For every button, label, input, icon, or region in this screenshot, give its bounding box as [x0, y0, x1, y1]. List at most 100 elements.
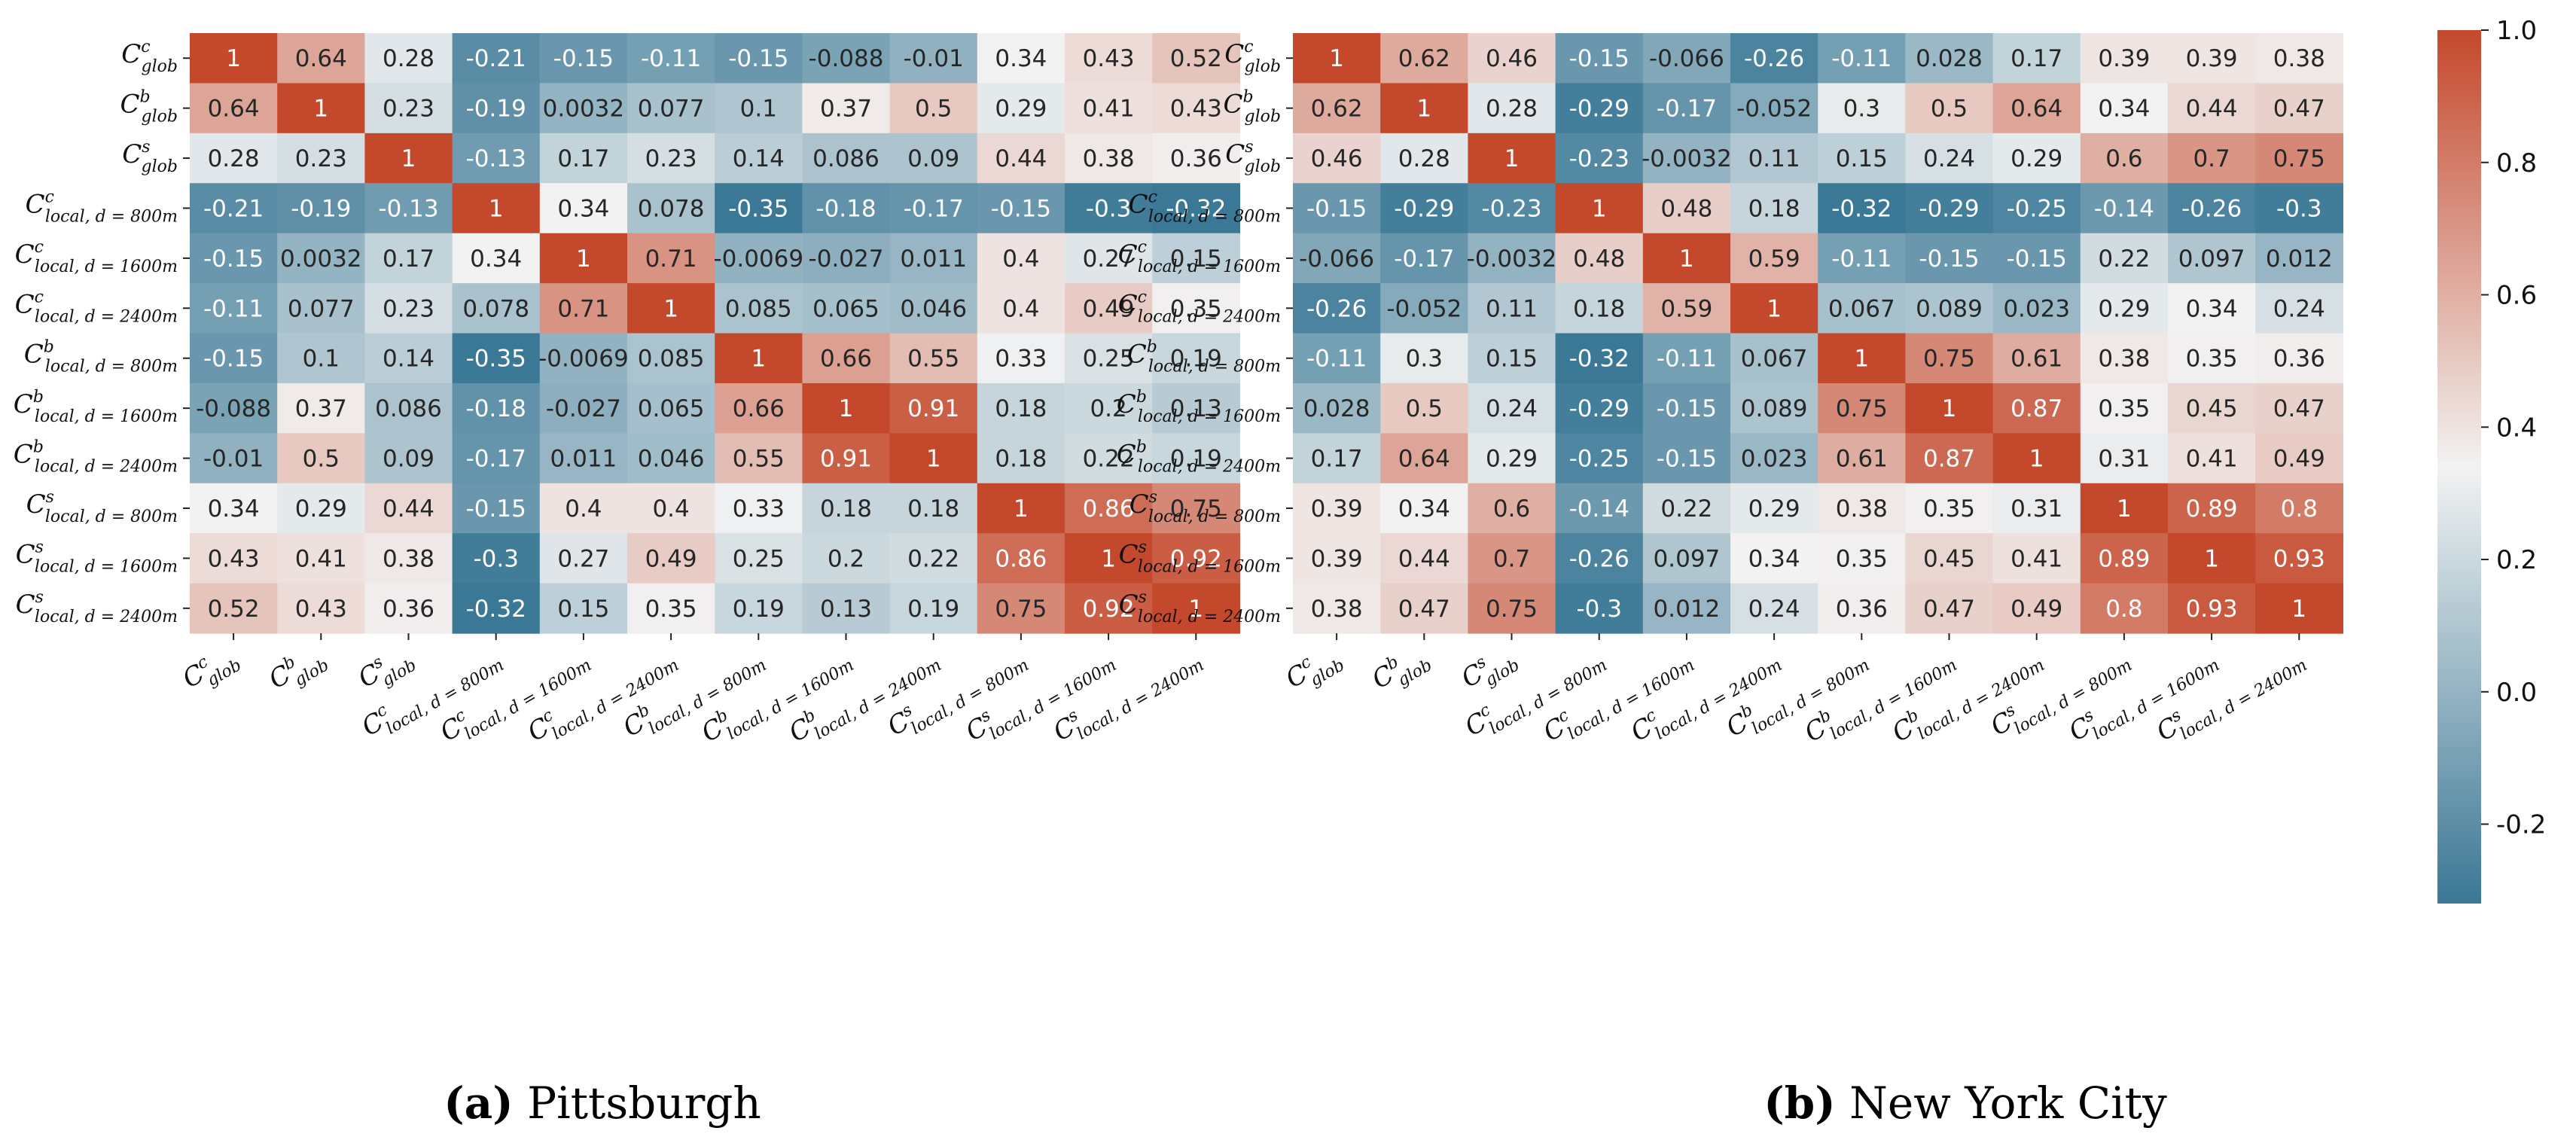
nyc-cell-label-r2-c4: -0.0032 [1642, 145, 1732, 172]
pgh-cell-label-r6-c2: 0.14 [383, 346, 434, 373]
pgh-cell-label-r2-c3: -0.13 [466, 145, 526, 172]
pgh-cell-label-r5-c1: 0.077 [288, 295, 355, 322]
pgh-cell-label-r3-c6: -0.35 [728, 195, 788, 222]
pgh-cell-label-r0-c1: 0.64 [295, 45, 347, 72]
pgh-cell-r4-c11 [1152, 233, 1240, 284]
nyc-cell-r6-c0 [1293, 333, 1381, 384]
nyc-cell-label-r1-c0: 0.62 [1311, 96, 1363, 123]
caption-a: (a) Pittsburgh [392, 1073, 813, 1133]
nyc-cell-label-r3-c0: -0.15 [1306, 195, 1367, 222]
nyc-cell-r7-c2 [1468, 383, 1556, 434]
pgh-cell-label-r11-c3: -0.32 [466, 596, 526, 623]
nyc-cell-label-r10-c4: 0.097 [1654, 545, 1721, 572]
nyc-cell-label-r10-c9: 0.89 [2098, 545, 2150, 572]
nyc-cell-r1-c11 [2255, 83, 2343, 134]
nyc-cell-label-r5-c10: 0.34 [2186, 295, 2238, 322]
nyc-cell-r0-c6 [1818, 33, 1906, 84]
nyc-cell-label-r6-c1: 0.3 [1406, 346, 1443, 373]
pgh-cell-r0-c4 [539, 33, 628, 84]
nyc-cell-label-r0-c11: 0.38 [2273, 45, 2325, 72]
nyc-row-label-8: Cb local, d = 2400m [1117, 438, 1281, 477]
nyc-cell-label-r4-c8: -0.15 [2007, 245, 2067, 273]
pgh-cell-label-r0-c4: -0.15 [553, 45, 614, 72]
nyc-cell-label-r6-c3: -0.32 [1569, 346, 1629, 373]
nyc-cell-r7-c10 [2168, 383, 2256, 434]
nyc-cell-r1-c2 [1468, 83, 1556, 134]
nyc-cell-label-r7-c6: 0.75 [1836, 395, 1888, 422]
nyc-cell-label-r11-c11: 1 [2291, 596, 2306, 623]
nyc-cell-r9-c0 [1293, 483, 1381, 534]
pgh-cell-label-r0-c5: -0.11 [641, 45, 701, 72]
nyc-cell-label-r11-c4: 0.012 [1654, 596, 1721, 623]
pgh-cell-label-r10-c9: 0.86 [995, 545, 1047, 572]
pgh-cell-label-r6-c11: 0.19 [1170, 346, 1222, 373]
pgh-row-label-10: Cs local, d = 1600m [16, 538, 178, 576]
pgh-cell-label-r4-c10: 0.27 [1083, 245, 1135, 273]
nyc-row-label-6: Cb local, d = 800m [1127, 338, 1281, 376]
colorbar-tick-label-6: 1.0 [2496, 16, 2537, 46]
pgh-cell-r8-c2 [364, 433, 453, 484]
pgh-cell-r2-c9 [977, 133, 1065, 184]
nyc-cell-r10-c10 [2168, 533, 2256, 584]
nyc-cell-r9-c9 [2080, 483, 2169, 534]
nyc-cell-r1-c8 [1992, 83, 2081, 134]
pgh-cell-r11-c7 [802, 583, 891, 634]
pgh-cell-label-r11-c2: 0.36 [383, 596, 434, 623]
pgh-cell-label-r10-c3: -0.3 [473, 545, 519, 572]
nyc-cell-label-r5-c6: 0.067 [1828, 295, 1895, 322]
pgh-cell-label-r2-c6: 0.14 [733, 145, 785, 172]
pgh-cell-label-r9-c8: 0.18 [907, 495, 959, 523]
nyc-cell-r2-c11 [2255, 133, 2343, 184]
pgh-cell-r11-c3 [452, 583, 541, 634]
nyc-cell-label-r3-c1: -0.29 [1394, 195, 1454, 222]
nyc-cell-label-r11-c9: 0.8 [2105, 596, 2142, 623]
nyc-cell-r6-c6 [1818, 333, 1906, 384]
pgh-row-label-7: Cb local, d = 1600m [14, 388, 178, 426]
pgh-cell-r3-c10 [1065, 183, 1153, 234]
pgh-cell-label-r1-c2: 0.23 [383, 96, 434, 123]
nyc-cell-r6-c11 [2255, 333, 2343, 384]
nyc-cell-label-r10-c0: 0.39 [1311, 545, 1363, 572]
nyc-cell-r0-c2 [1468, 33, 1556, 84]
pgh-cell-label-r11-c9: 0.75 [995, 596, 1047, 623]
nyc-cell-r1-c7 [1905, 83, 1994, 134]
pgh-cell-r3-c1 [277, 183, 365, 234]
pgh-cell-r10-c5 [627, 533, 715, 584]
pgh-cell-label-r9-c0: 0.34 [208, 495, 260, 523]
nyc-cell-label-r7-c9: 0.35 [2098, 395, 2150, 422]
pgh-cell-label-r7-c11: 0.13 [1170, 395, 1222, 422]
pgh-col-label-2: Csglob [352, 639, 419, 699]
nyc-cell-label-r10-c5: 0.34 [1748, 545, 1800, 572]
pgh-cell-r10-c3 [452, 533, 541, 584]
nyc-cell-r0-c8 [1992, 33, 2081, 84]
nyc-cell-label-r7-c3: -0.29 [1569, 395, 1629, 422]
nyc-cell-r3-c10 [2168, 183, 2256, 234]
nyc-cell-label-r8-c1: 0.64 [1398, 446, 1450, 473]
pgh-cell-r9-c5 [627, 483, 715, 534]
pgh-cell-label-r1-c1: 1 [313, 96, 328, 123]
nyc-cell-r0-c3 [1555, 33, 1644, 84]
colorbar-gradient [2437, 30, 2481, 904]
nyc-cell-label-r10-c6: 0.35 [1836, 545, 1888, 572]
pgh-cell-label-r11-c4: 0.15 [557, 596, 609, 623]
pgh-cell-label-r8-c0: -0.01 [203, 446, 264, 473]
nyc-cell-label-r2-c3: -0.23 [1569, 145, 1629, 172]
nyc-cell-label-r6-c11: 0.36 [2273, 346, 2325, 373]
pgh-cell-r4-c1 [277, 233, 365, 284]
nyc-row-label-7: Cb local, d = 1600m [1117, 388, 1281, 426]
nyc-cell-r3-c9 [2080, 183, 2169, 234]
nyc-cell-r5-c0 [1293, 283, 1381, 334]
pgh-cell-r11-c1 [277, 583, 365, 634]
pgh-cell-label-r9-c1: 0.29 [295, 495, 347, 523]
pgh-cell-r7-c0 [190, 383, 278, 434]
nyc-cell-label-r9-c10: 0.89 [2186, 495, 2238, 523]
nyc-cell-label-r2-c9: 0.6 [2105, 145, 2142, 172]
nyc-cell-label-r5-c2: 0.11 [1486, 295, 1538, 322]
pgh-cell-r11-c9 [977, 583, 1065, 634]
nyc-cell-r7-c9 [2080, 383, 2169, 434]
nyc-cell-r0-c10 [2168, 33, 2256, 84]
pgh-cell-r11-c6 [715, 583, 803, 634]
pgh-cell-label-r5-c6: 0.085 [725, 295, 792, 322]
nyc-row-label-1: Cb glob [1223, 88, 1281, 126]
pgh-cell-label-r7-c3: -0.18 [466, 395, 526, 422]
